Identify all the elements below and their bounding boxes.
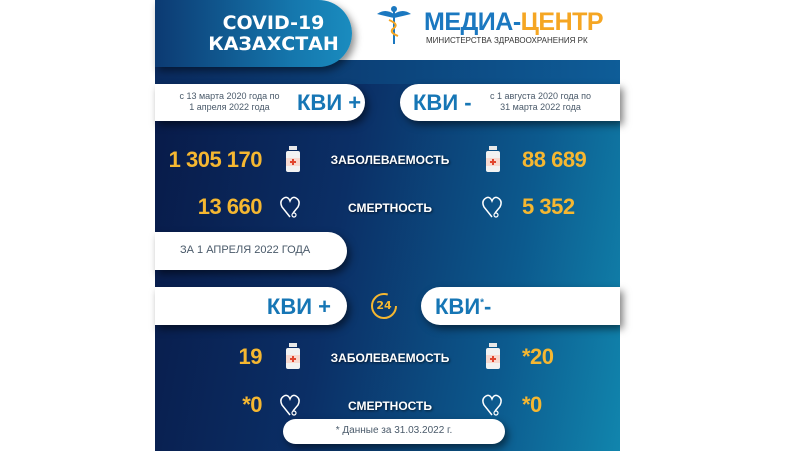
total-right-pill: КВИ - с 1 августа 2020 года по 31 марта … bbox=[400, 84, 620, 121]
logo-subtitle: МИНИСТЕРСТВА ЗДРАВООХРАНЕНИЯ РК bbox=[426, 36, 588, 45]
title-line2: КАЗАХСТАН bbox=[208, 33, 339, 55]
total-right-period-line1: с 1 августа 2020 года по bbox=[489, 91, 592, 101]
title-line1: COVID-19 bbox=[222, 12, 325, 34]
caduceus-icon bbox=[377, 6, 411, 44]
daily-right-label: КВИ*- bbox=[435, 294, 491, 320]
daily-mortality-label: СМЕРТНОСТЬ bbox=[347, 399, 432, 413]
daily-right-label-text: КВИ bbox=[435, 294, 481, 319]
daily-morbidity-label: ЗАБОЛЕВАЕМОСТЬ bbox=[330, 351, 450, 365]
daily-morbidity-left-value: 19 bbox=[238, 344, 263, 369]
total-morbidity-label: ЗАБОЛЕВАЕМОСТЬ bbox=[330, 153, 450, 167]
logo-name-part2: ЦЕНТР bbox=[520, 8, 604, 36]
total-right-label: КВИ - bbox=[413, 90, 472, 115]
logo-name-part1: МЕДИА- bbox=[424, 8, 521, 36]
date-label: ЗА 1 АПРЕЛЯ 2022 ГОДА bbox=[180, 244, 311, 256]
total-mortality-label: СМЕРТНОСТЬ bbox=[347, 201, 432, 215]
total-mortality-left-value: 13 660 bbox=[197, 194, 263, 219]
total-left-period-line2: 1 апреля 2022 года bbox=[189, 102, 270, 112]
total-morbidity-right-value: 88 689 bbox=[522, 147, 587, 172]
daily-left-label: КВИ + bbox=[266, 294, 331, 319]
total-morbidity-left-value: 1 305 170 bbox=[168, 147, 263, 172]
heart-stethoscope-icon bbox=[280, 394, 300, 416]
medicine-bottle-icon bbox=[485, 343, 501, 369]
total-mortality-right-value: 5 352 bbox=[522, 194, 575, 219]
footnote-pill: * Данные за 31.03.2022 г. bbox=[283, 419, 505, 444]
heart-stethoscope-icon bbox=[280, 196, 300, 218]
24-hours-icon: 24 bbox=[369, 291, 399, 321]
total-left-label: КВИ + bbox=[297, 90, 362, 115]
medicine-bottle-icon bbox=[485, 146, 501, 172]
daily-mortality-right-value: *0 bbox=[522, 392, 542, 417]
total-left-period-line1: с 13 марта 2020 года по bbox=[179, 91, 280, 101]
daily-mortality-left-value: *0 bbox=[242, 392, 262, 417]
daily-left-pill: КВИ + bbox=[155, 287, 347, 325]
daily-right-pill: КВИ*- bbox=[421, 287, 620, 325]
total-right-period-line2: 31 марта 2022 года bbox=[500, 102, 581, 112]
footnote: * Данные за 31.03.2022 г. bbox=[335, 425, 453, 436]
logo-name: МЕДИА-ЦЕНТР bbox=[424, 8, 604, 37]
title-badge: COVID-19 КАЗАХСТАН bbox=[155, 0, 352, 67]
total-left-pill: с 13 марта 2020 года по 1 апреля 2022 го… bbox=[155, 84, 365, 121]
heart-stethoscope-icon bbox=[482, 196, 502, 218]
daily-right-sign: - bbox=[484, 294, 492, 319]
date-pill: ЗА 1 АПРЕЛЯ 2022 ГОДА bbox=[155, 232, 347, 270]
heart-stethoscope-icon bbox=[482, 394, 502, 416]
24-hours-label: 24 bbox=[376, 299, 392, 312]
daily-morbidity-right-value: *20 bbox=[522, 344, 554, 369]
daily-right-asterisk: * bbox=[480, 297, 485, 309]
